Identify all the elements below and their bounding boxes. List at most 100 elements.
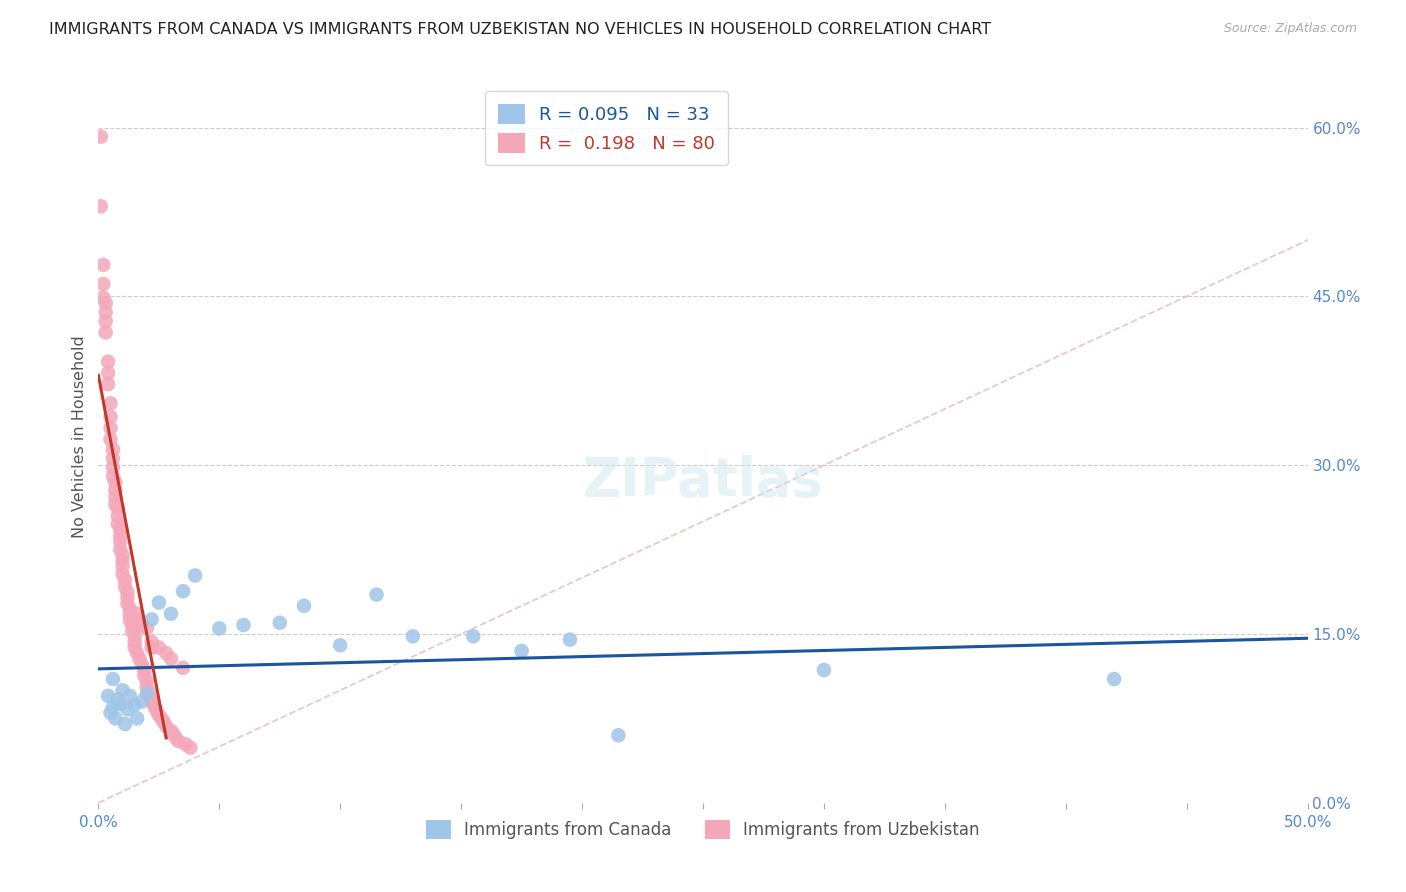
Point [97,354,120,368]
Point [148,595,170,609]
Point [111,683,134,698]
Point [124,640,146,655]
Point [402,629,425,643]
Point [124,635,146,649]
Point [141,635,163,649]
Point [114,573,136,587]
Point [97,366,120,380]
Point [91,258,114,272]
Point [104,711,127,725]
Point [107,516,129,531]
Point [184,568,207,582]
Point [107,692,129,706]
Point [127,646,149,660]
Point [104,490,127,504]
Point [101,451,124,466]
Point [155,646,177,660]
Point [90,199,112,213]
Point [100,421,122,435]
Point [117,702,139,716]
Point [131,618,153,632]
Point [134,668,156,682]
Point [108,697,131,711]
Point [134,663,156,677]
Point [107,508,129,523]
Point [111,554,134,568]
Point [101,700,124,714]
Point [127,711,149,725]
Point [232,618,254,632]
Point [118,614,141,628]
Point [127,607,149,621]
Point [97,377,120,392]
Point [94,314,117,328]
Point [121,624,143,639]
Point [167,734,190,748]
Point [148,640,170,655]
Point [510,644,533,658]
Point [101,442,124,457]
Point [558,632,581,647]
Point [108,522,131,536]
Point [813,663,835,677]
Text: Source: ZipAtlas.com: Source: ZipAtlas.com [1223,22,1357,36]
Point [117,591,139,605]
Point [118,607,141,622]
Point [117,597,139,611]
Point [124,629,146,643]
Point [117,585,139,599]
Point [100,409,122,424]
Point [101,460,124,475]
Point [135,621,157,635]
Text: ZIPatlas: ZIPatlas [582,455,824,507]
Point [128,614,150,628]
Point [111,567,134,582]
Point [155,719,177,733]
Point [141,612,163,626]
Point [128,652,150,666]
Point [162,727,184,741]
Point [607,728,630,742]
Point [172,584,194,599]
Point [135,674,157,689]
Point [100,706,122,720]
Point [118,689,141,703]
Point [1102,672,1125,686]
Point [100,396,122,410]
Point [91,291,114,305]
Point [94,305,117,319]
Point [135,687,157,701]
Point [179,740,201,755]
Point [152,714,174,729]
Point [104,483,127,497]
Point [143,699,166,714]
Point [174,737,197,751]
Point [208,621,231,635]
Point [108,529,131,543]
Point [111,559,134,574]
Point [131,657,153,672]
Point [124,698,146,712]
Point [108,542,131,557]
Point [111,548,134,562]
Point [91,277,114,291]
Point [121,619,143,633]
Point [114,717,136,731]
Y-axis label: No Vehicles in Household: No Vehicles in Household [72,335,87,539]
Point [101,469,124,483]
Text: IMMIGRANTS FROM CANADA VS IMMIGRANTS FROM UZBEKISTAN NO VEHICLES IN HOUSEHOLD CO: IMMIGRANTS FROM CANADA VS IMMIGRANTS FRO… [49,22,991,37]
Point [97,689,120,703]
Point [131,694,153,708]
Point [150,711,173,725]
Point [94,326,117,340]
Point [101,672,124,686]
Point [463,629,485,643]
Point [160,723,183,738]
Point [90,129,112,144]
Point [148,708,170,723]
Point [292,599,315,613]
Point [135,680,157,694]
Point [107,500,129,515]
Point [104,475,127,489]
Point [94,296,117,310]
